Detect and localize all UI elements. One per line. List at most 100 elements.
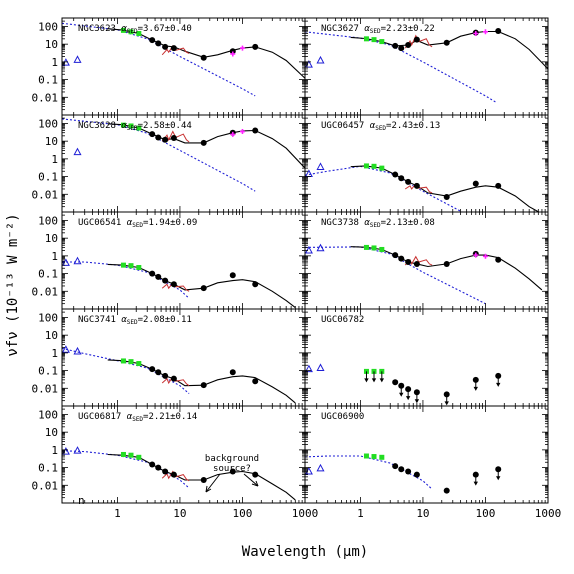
ir-point xyxy=(443,487,450,494)
ir-point xyxy=(162,372,169,379)
y-tick-label: 0.1 xyxy=(38,268,58,281)
panel-label: NGC3623 αSED=3.67±0.40 xyxy=(78,24,192,35)
panel-label: NGC3738 αSED=2.13±0.08 xyxy=(321,218,435,229)
nir-point xyxy=(371,37,377,43)
upper-limit-arrowhead xyxy=(473,386,478,391)
nir-point xyxy=(363,36,369,42)
panel-ugc06817: 0.01 0.1 1 10 100 1 10 100 1000 UGC06817 αSED=2.2… xyxy=(32,405,319,520)
nir-point xyxy=(120,262,126,268)
uv-point xyxy=(316,243,325,252)
upper-limit-arrowhead xyxy=(473,481,478,486)
ir-point xyxy=(392,171,399,178)
uv-point xyxy=(316,55,325,64)
y-tick-label: 1 xyxy=(51,153,58,166)
uv-point xyxy=(316,162,325,170)
y-tick-label: 100 xyxy=(38,408,58,421)
panel-frame xyxy=(304,405,549,504)
ir-point xyxy=(149,366,156,373)
ir-point xyxy=(170,471,177,478)
panel-label: UGC06782 xyxy=(321,315,364,325)
uv-point xyxy=(73,346,82,355)
uv-point xyxy=(305,245,313,254)
upper-limit-arrowhead xyxy=(364,378,369,383)
y-tick-label: 0.1 xyxy=(38,462,58,475)
panel-plot-area xyxy=(305,243,543,305)
ir-point xyxy=(472,180,479,187)
ir-point xyxy=(252,281,259,288)
ir-point xyxy=(200,139,207,146)
x-tick-label: 100 xyxy=(476,507,496,520)
nir-point xyxy=(128,263,134,269)
ir-point xyxy=(155,464,162,471)
y-tick-label: 0.01 xyxy=(32,285,59,298)
ir-point xyxy=(495,28,502,35)
ir-point xyxy=(413,260,420,267)
y-tick-label: 10 xyxy=(45,329,58,342)
panel-ugc06541: 0.01 0.1 1 10 100 UGC06541 αSED=1.94±0.09 xyxy=(32,211,306,310)
ir-point xyxy=(229,369,236,376)
ir-point xyxy=(392,379,399,386)
upper-limit-arrowhead xyxy=(414,399,420,404)
stellar-model-line xyxy=(62,450,190,489)
panel-ngc3627: NGC3627 αSED=2.23±0.22 xyxy=(304,17,549,116)
upper-limit-arrowhead xyxy=(371,378,377,383)
upper-limit-arrowhead xyxy=(496,382,501,387)
annotation-arrowhead-right xyxy=(251,480,259,487)
nir-point xyxy=(128,359,134,365)
nir-point xyxy=(128,123,134,129)
upper-limit-arrowhead xyxy=(444,401,449,406)
stellar-model-line xyxy=(305,31,497,104)
y-tick-label: 1 xyxy=(51,347,58,360)
ir-point xyxy=(170,281,177,288)
uv-point xyxy=(73,55,82,63)
y-tick-label: 0.01 xyxy=(32,188,59,201)
ir-point xyxy=(443,194,450,201)
annotation-line2: source? xyxy=(213,464,251,474)
y-tick-label: 1 xyxy=(51,56,58,69)
annotation-arrowhead-left xyxy=(205,485,212,493)
ir-point xyxy=(443,260,450,267)
ir-point xyxy=(149,131,156,138)
ir-point xyxy=(155,273,162,280)
panel-ngc3628: 0.01 0.1 1 10 100 NGC3628 αSED=2.58±0.44 xyxy=(32,114,306,213)
iso-point xyxy=(239,45,245,51)
panel-plot-area xyxy=(62,118,305,192)
ir-point xyxy=(162,43,169,50)
uv-point xyxy=(62,258,70,266)
stellar-model-line xyxy=(305,455,433,490)
nir-point xyxy=(371,245,377,251)
corner-label: n xyxy=(78,494,85,507)
uv-point xyxy=(73,446,82,454)
nir-point xyxy=(136,125,142,131)
y-tick-label: 1 xyxy=(51,250,58,263)
ir-point xyxy=(405,468,412,475)
ir-point xyxy=(405,41,412,48)
panel-plot-area xyxy=(62,22,305,97)
panel-plot-area xyxy=(305,453,502,494)
ir-point xyxy=(170,135,177,142)
nir-point xyxy=(136,30,142,36)
ir-point xyxy=(149,37,156,44)
ir-point xyxy=(162,468,169,475)
x-tick-label: 1000 xyxy=(292,507,319,520)
iso-point xyxy=(230,131,236,137)
x-tick-label: 1 xyxy=(114,507,121,520)
ir-point xyxy=(200,476,207,483)
x-tick-label: 10 xyxy=(416,507,429,520)
panel-label: UGC06457 αSED=2.43±0.13 xyxy=(321,121,440,132)
panels-group: 0.01 0.1 1 10 100 NGC3623 αSED=3.67±0.40 NGC36… xyxy=(32,17,561,520)
panel-ugc06457: UGC06457 αSED=2.43±0.13 xyxy=(304,114,549,213)
x-tick-label: 10 xyxy=(173,507,186,520)
upper-limit-arrowhead xyxy=(496,476,501,481)
iso-point xyxy=(482,29,488,35)
panel-plot-area xyxy=(62,256,296,309)
ir-point xyxy=(149,270,156,277)
stellar-model-line xyxy=(62,261,190,299)
ir-point xyxy=(392,463,399,470)
nir-point xyxy=(379,454,385,460)
ir-point xyxy=(252,378,259,385)
nir-point xyxy=(363,453,369,459)
nir-point xyxy=(128,452,134,458)
panel-plot-area xyxy=(305,363,502,406)
y-tick-label: 100 xyxy=(38,214,58,227)
